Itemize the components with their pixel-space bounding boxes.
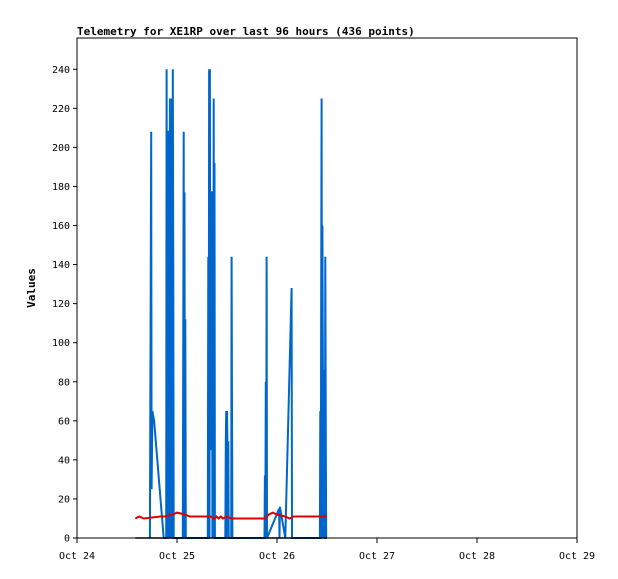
series-layer bbox=[134, 69, 328, 539]
y-tick-label: 160 bbox=[52, 221, 70, 232]
x-tick-label: Oct 27 bbox=[359, 551, 395, 562]
y-axis-label: Values bbox=[25, 268, 38, 308]
series-line-2 bbox=[134, 511, 327, 520]
x-tick-label: Oct 28 bbox=[459, 551, 495, 562]
y-tick-label: 60 bbox=[58, 416, 70, 427]
y-tick-label: 40 bbox=[58, 455, 70, 466]
y-tick-label: 200 bbox=[52, 143, 70, 154]
y-tick-label: 120 bbox=[52, 299, 70, 310]
plot-area bbox=[76, 37, 578, 539]
x-tick-label: Oct 26 bbox=[259, 551, 295, 562]
y-tick-label: 20 bbox=[58, 494, 70, 505]
y-tick-label: 100 bbox=[52, 338, 70, 349]
x-tick-label: Oct 25 bbox=[159, 551, 195, 562]
y-tick-label: 240 bbox=[52, 65, 70, 76]
y-tick-label: 180 bbox=[52, 182, 70, 193]
axes-layer: 0 20 40 60 80 100 120 140 160 180 200 220 240 Oct 24 O… bbox=[52, 65, 595, 562]
x-tick-label: Oct 29 bbox=[559, 551, 595, 562]
x-tick-label: Oct 24 bbox=[59, 551, 95, 562]
chart-title: Telemetry for XE1RP over last 96 hours (… bbox=[77, 25, 415, 38]
series-line-1 bbox=[148, 69, 328, 539]
y-tick-label: 140 bbox=[52, 260, 70, 271]
y-tick-label: 80 bbox=[58, 377, 70, 388]
y-tick-label: 0 bbox=[64, 534, 70, 545]
y-tick-label: 220 bbox=[52, 104, 70, 115]
